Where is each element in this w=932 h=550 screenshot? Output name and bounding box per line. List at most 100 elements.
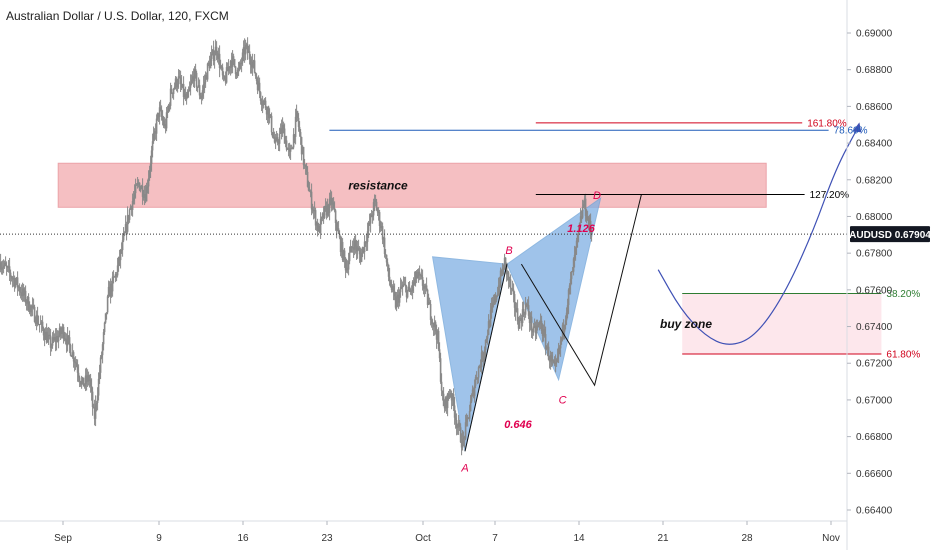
candle-body — [404, 284, 407, 287]
fib-level-label: 78.60% — [834, 126, 868, 137]
candle-body — [490, 306, 493, 310]
time-tick-label: Sep — [54, 533, 72, 544]
candle-body — [475, 377, 478, 379]
candle-body — [180, 83, 183, 88]
candle-body — [14, 281, 17, 287]
candle-body — [364, 241, 367, 244]
candle-body — [279, 128, 282, 134]
fib-level-label: 161.80% — [807, 118, 847, 129]
candle-body — [25, 302, 28, 304]
candle-body — [107, 286, 110, 297]
candle-body — [293, 134, 296, 137]
candle-body — [536, 325, 539, 328]
candle-body — [273, 137, 276, 143]
candle-body — [361, 247, 364, 253]
candle-body — [169, 88, 172, 106]
candle-body — [134, 185, 137, 194]
candle-body — [154, 131, 157, 134]
candle-body — [444, 397, 447, 409]
ratio-label-bc: 0.646 — [504, 419, 532, 431]
candle-body — [124, 224, 127, 233]
candle-body — [250, 65, 253, 68]
candle-body — [144, 194, 147, 202]
candle-body — [188, 87, 191, 92]
candle-body — [565, 312, 568, 321]
candle-body — [470, 395, 473, 402]
candle-body — [571, 271, 574, 273]
candle-body — [467, 417, 470, 419]
candle-body — [325, 205, 328, 216]
candle-body — [264, 100, 267, 109]
candle-body — [70, 355, 73, 357]
candle-body — [43, 335, 46, 340]
candle-body — [287, 148, 290, 150]
candle-body — [425, 285, 428, 290]
last-price-tag — [850, 226, 930, 243]
candle-body — [71, 352, 74, 357]
candle-body — [200, 96, 203, 99]
pattern-xab-triangle — [431, 256, 508, 452]
candle-body — [482, 355, 485, 361]
candle-body — [95, 402, 98, 405]
candle-body — [251, 61, 254, 68]
price-tick-label: 0.68000 — [856, 212, 893, 223]
candle-body — [390, 286, 393, 290]
candle-body — [10, 276, 13, 279]
price-axis[interactable]: 0.69000 0.68800 0.68600 0.68400 0.68200 0.680… — [847, 29, 931, 517]
candle-body — [463, 436, 466, 439]
candle-body — [488, 321, 491, 327]
candle-body — [400, 286, 403, 288]
candle-body — [305, 167, 308, 172]
candle-body — [270, 115, 273, 133]
candle-body — [401, 284, 404, 288]
candle-body — [32, 305, 35, 307]
buy-zone — [682, 293, 882, 355]
candle-body — [83, 384, 86, 387]
candle-body — [55, 336, 58, 343]
candle-body — [120, 249, 123, 251]
candle-body — [469, 401, 472, 412]
candle-body — [208, 62, 211, 69]
candle-body — [219, 66, 222, 69]
candle-body — [65, 340, 68, 346]
candle-body — [122, 234, 125, 241]
candle-body — [497, 285, 500, 294]
candle-body — [319, 218, 322, 233]
candle-body — [45, 331, 48, 343]
candle-body — [447, 393, 450, 397]
candle-body — [385, 254, 388, 263]
candle-body — [114, 274, 117, 277]
candle-body — [136, 182, 139, 185]
candle-body — [78, 377, 81, 382]
candle-body — [442, 393, 445, 407]
candle-body — [308, 190, 311, 192]
candle-body — [521, 309, 524, 324]
candle-body — [222, 75, 225, 77]
candle-body — [446, 393, 449, 409]
candle-body — [286, 148, 289, 150]
candle-body — [329, 197, 332, 199]
ratio-label-xd: 1.126 — [567, 223, 595, 235]
candle-body — [421, 276, 424, 286]
projection-line — [520, 194, 642, 387]
time-axis[interactable]: Sep 9 16 23 Oct 7 14 21 28 Nov — [54, 521, 840, 544]
candle-body — [201, 90, 204, 97]
candle-body — [23, 290, 26, 296]
candle-body — [311, 209, 314, 211]
candle-body — [504, 257, 507, 263]
candle-body — [160, 109, 163, 118]
candle-body — [1, 267, 4, 269]
candle-body — [398, 292, 401, 303]
candle-body — [386, 262, 389, 265]
candle-body — [366, 231, 369, 242]
candle-body — [115, 274, 118, 276]
drawing-lines — [0, 122, 882, 452]
candle-body — [179, 77, 182, 84]
candle-body — [132, 197, 135, 201]
candle-body — [199, 95, 202, 99]
candle-body — [166, 111, 169, 113]
candle-body — [93, 407, 96, 419]
candle-body — [146, 186, 149, 188]
candle-body — [240, 62, 243, 65]
